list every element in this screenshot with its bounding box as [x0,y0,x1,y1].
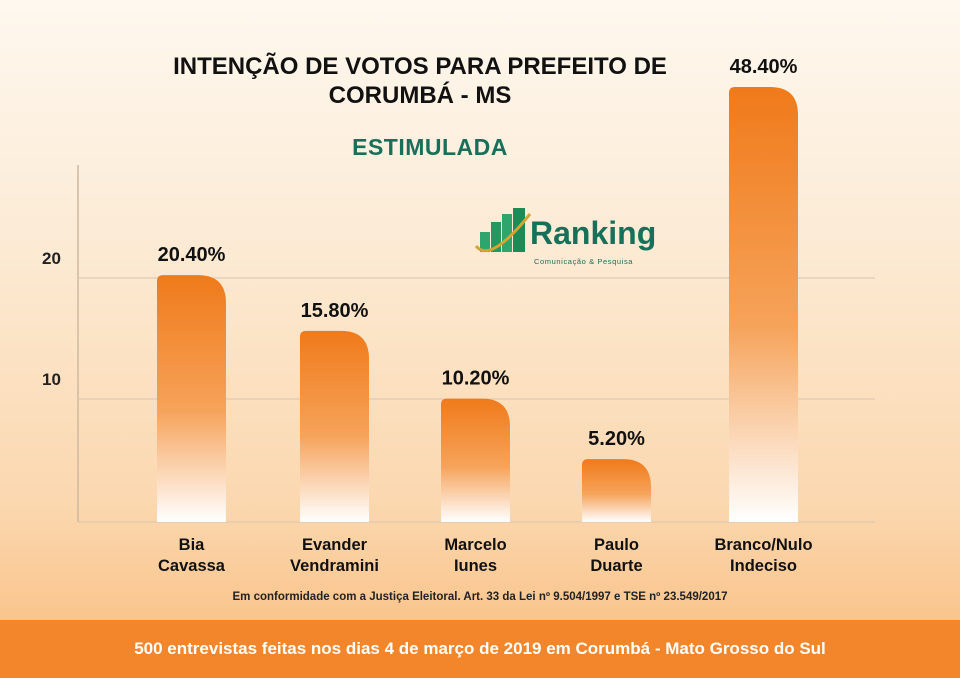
category-label: Branco/Nulo [714,536,812,554]
bar [300,330,369,522]
bar [441,398,510,522]
data-label: 15.80% [301,300,369,322]
category-label: Paulo [594,536,639,554]
logo-tagline: Comunicação & Pesquisa [534,257,633,266]
y-tick-label: 10 [42,370,61,389]
legal-note: Em conformidade com a Justiça Eleitoral.… [232,591,728,603]
logo-name: Ranking [530,215,656,251]
category-label: Vendramini [290,557,379,575]
category-label: Bia [179,536,206,554]
category-label: Evander [302,536,368,554]
bar [157,275,226,522]
footer-banner: 500 entrevistas feitas nos dias 4 de mar… [0,620,960,678]
footer-text: 500 entrevistas feitas nos dias 4 de mar… [134,639,826,658]
data-label: 10.20% [442,368,510,390]
y-tick-label: 20 [42,249,61,268]
data-label: 5.20% [588,428,645,450]
category-label: Iunes [454,557,497,575]
bar [582,459,651,522]
data-label: 48.40% [730,56,798,78]
category-label: Cavassa [158,557,226,575]
category-label: Duarte [590,557,642,575]
category-label: Marcelo [444,536,506,554]
chart-subtitle: ESTIMULADA [352,134,508,160]
data-label: 20.40% [158,244,226,266]
ranking-logo: Ranking Comunicação & Pesquisa [474,208,656,266]
category-label: Indeciso [730,557,797,575]
bar [729,87,798,522]
chart-title: INTENÇÃO DE VOTOS PARA PREFEITO DE CORUM… [173,53,667,109]
